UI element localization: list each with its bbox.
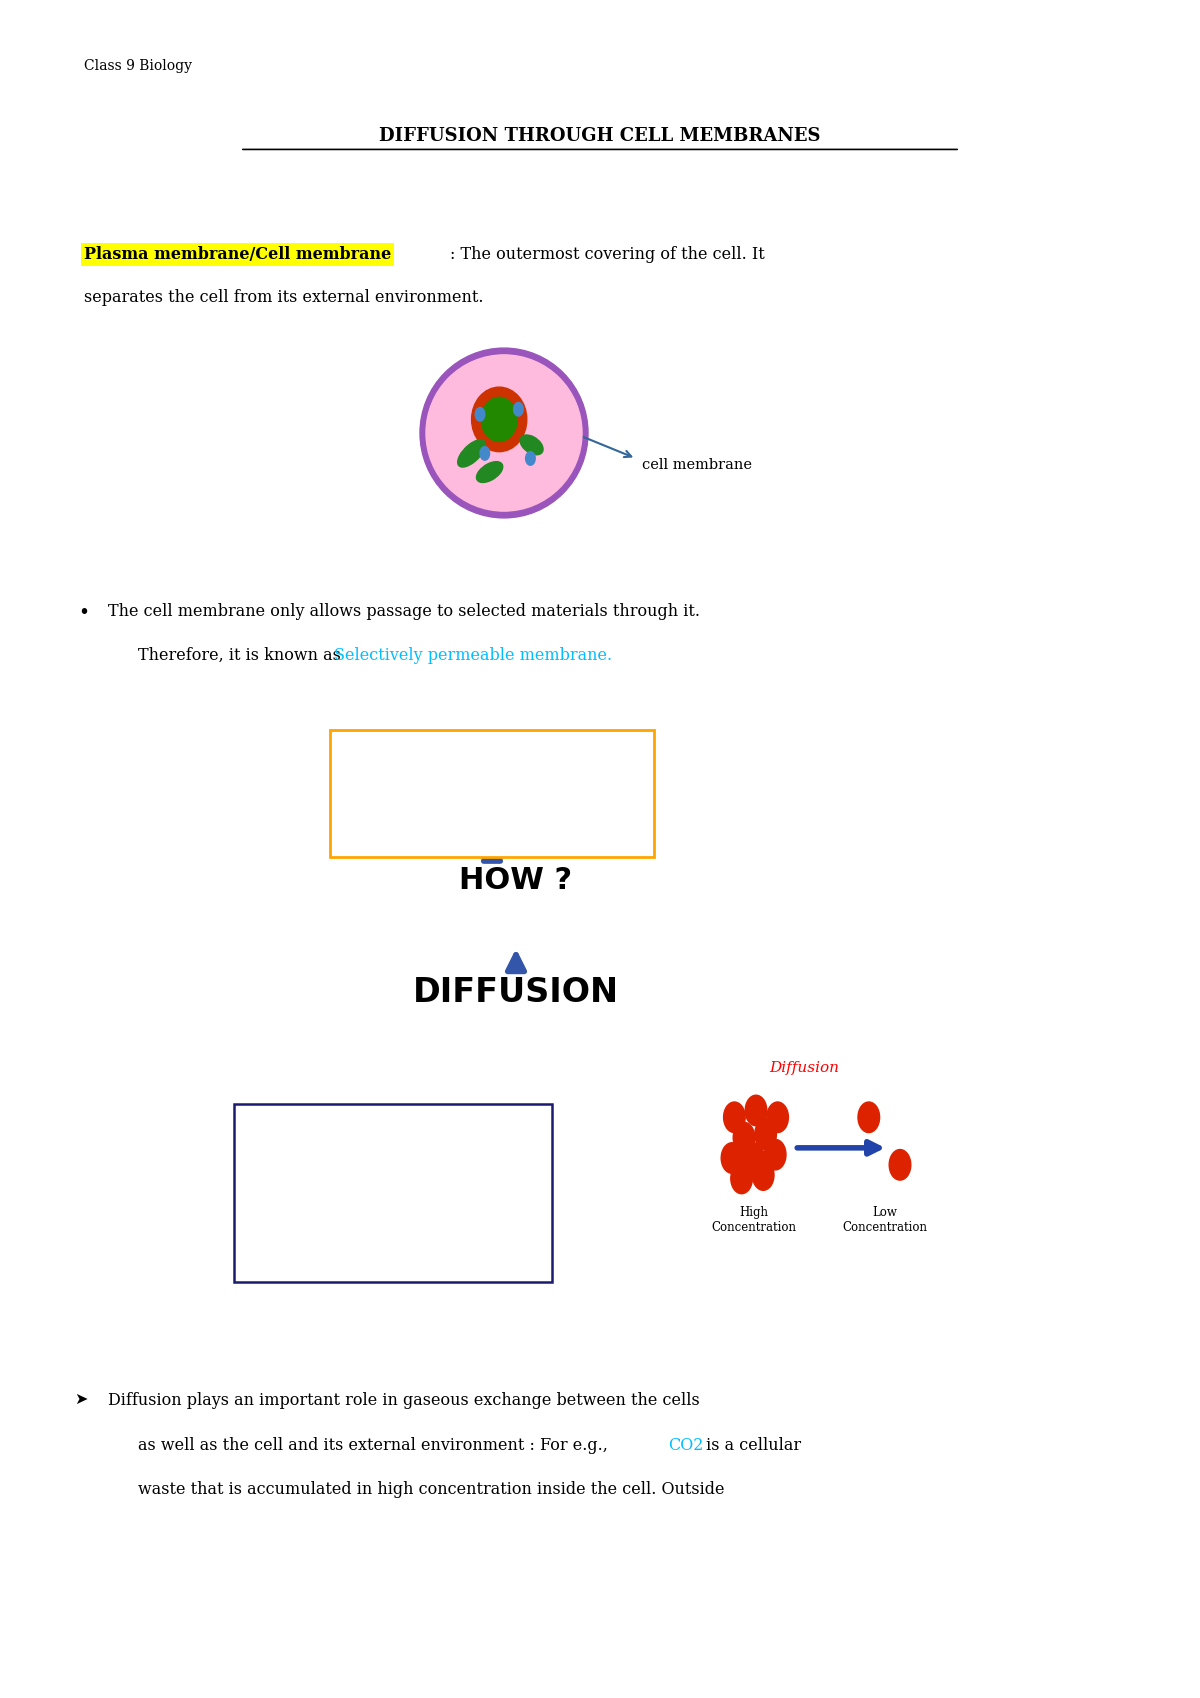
Circle shape [475, 408, 485, 421]
Circle shape [721, 1143, 743, 1173]
Ellipse shape [457, 440, 486, 467]
Text: cell membrane: cell membrane [642, 458, 752, 472]
Text: CO2: CO2 [668, 1437, 703, 1453]
Ellipse shape [481, 397, 517, 441]
Text: Diffusion plays an important role in gaseous exchange between the cells: Diffusion plays an important role in gas… [108, 1392, 700, 1409]
Text: as well as the cell and its external environment : For e.g.,: as well as the cell and its external env… [138, 1437, 613, 1453]
Circle shape [724, 1102, 745, 1133]
Text: : The outermost covering of the cell. It: : The outermost covering of the cell. It [450, 246, 764, 263]
Circle shape [480, 447, 490, 460]
Circle shape [526, 452, 535, 465]
Circle shape [889, 1150, 911, 1180]
Circle shape [752, 1160, 774, 1190]
Ellipse shape [426, 355, 582, 511]
Text: Diffusion: Diffusion [769, 1061, 839, 1075]
Text: Movement of a substance from a
region of high concentration to a
region where it: Movement of a substance from a region of… [254, 1129, 515, 1207]
Ellipse shape [520, 435, 544, 455]
Text: Selectively permeable membrane.: Selectively permeable membrane. [334, 647, 612, 664]
Text: is a cellular: is a cellular [701, 1437, 800, 1453]
Text: Plasma membrane/Cell membrane: Plasma membrane/Cell membrane [84, 246, 391, 263]
FancyBboxPatch shape [234, 1104, 552, 1282]
Text: waste that is accumulated in high concentration inside the cell. Outside: waste that is accumulated in high concen… [138, 1481, 725, 1498]
Circle shape [514, 402, 523, 416]
Text: DIFFUSION THROUGH CELL MEMBRANES: DIFFUSION THROUGH CELL MEMBRANES [379, 127, 821, 146]
Circle shape [858, 1102, 880, 1133]
Circle shape [733, 1122, 755, 1153]
Ellipse shape [476, 462, 503, 482]
Circle shape [755, 1119, 776, 1150]
Text: DIFFUSION: DIFFUSION [413, 976, 619, 1009]
Circle shape [767, 1102, 788, 1133]
Text: High
Concentration: High Concentration [712, 1206, 796, 1233]
Circle shape [743, 1143, 764, 1173]
Text: Low
Concentration: Low Concentration [842, 1206, 926, 1233]
Circle shape [731, 1163, 752, 1194]
Text: Therefore, it is known as: Therefore, it is known as [138, 647, 346, 664]
Text: HOW ?: HOW ? [460, 866, 572, 895]
Text: The cell membrane only allows passage to selected materials through it.: The cell membrane only allows passage to… [108, 603, 700, 620]
Text: •: • [78, 603, 89, 621]
Text: ➤: ➤ [74, 1392, 88, 1408]
Text: It permits entry and exit of selected
materials in and out of the cell.: It permits entry and exit of selected ma… [350, 756, 604, 791]
Circle shape [764, 1139, 786, 1170]
Circle shape [745, 1095, 767, 1126]
Ellipse shape [472, 387, 527, 452]
Text: separates the cell from its external environment.: separates the cell from its external env… [84, 289, 484, 306]
FancyBboxPatch shape [330, 730, 654, 857]
Ellipse shape [420, 348, 588, 518]
Text: Class 9 Biology: Class 9 Biology [84, 59, 192, 73]
